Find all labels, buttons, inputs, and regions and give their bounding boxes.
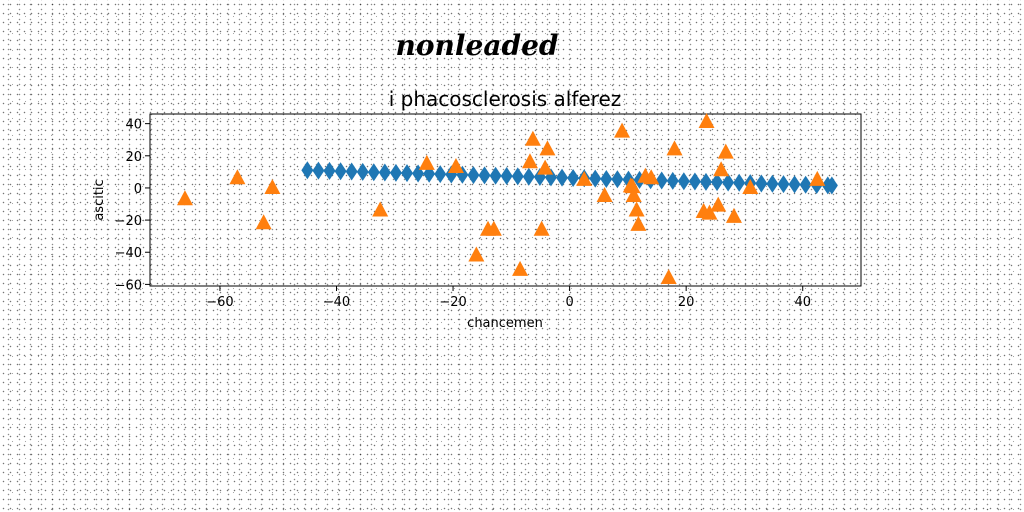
triangle-point bbox=[468, 246, 485, 262]
triangle-point bbox=[628, 201, 645, 217]
diamond-point bbox=[755, 174, 768, 193]
y-tick-label: 0 bbox=[134, 182, 142, 197]
diamond-point bbox=[401, 164, 414, 183]
triangle-point bbox=[625, 186, 642, 202]
diamond-point bbox=[489, 166, 502, 185]
triangle-point bbox=[614, 122, 631, 138]
triangle-point bbox=[447, 158, 464, 174]
x-tick-label: −60 bbox=[206, 295, 233, 310]
triangle-point bbox=[372, 201, 389, 217]
diamond-point bbox=[611, 170, 624, 189]
diamond-point bbox=[733, 173, 746, 192]
diamond-point bbox=[666, 171, 679, 190]
plot-area-frame bbox=[149, 113, 862, 287]
diamond-point bbox=[511, 167, 524, 186]
y-axis-ticks: 40 20 0 −20 −40 −60 bbox=[115, 118, 150, 293]
triangle-point bbox=[576, 170, 593, 186]
diamond-point bbox=[655, 171, 668, 190]
diamond-point bbox=[500, 167, 513, 186]
diamond-point bbox=[356, 162, 369, 181]
triangle-point bbox=[539, 140, 556, 156]
diamond-point bbox=[825, 176, 838, 195]
triangle-point bbox=[698, 113, 715, 129]
x-tick-label: −20 bbox=[439, 295, 466, 310]
diamond-point bbox=[567, 168, 580, 187]
chart-title: i phacosclerosis alferez bbox=[389, 87, 622, 111]
diamond-point bbox=[467, 166, 480, 185]
diamond-point bbox=[722, 173, 735, 192]
triangle-point bbox=[717, 143, 734, 159]
diamond-point bbox=[766, 174, 779, 193]
diamond-point bbox=[688, 172, 701, 191]
triangle-point bbox=[660, 268, 677, 284]
diamond-point bbox=[478, 166, 491, 185]
triangle-point bbox=[809, 170, 826, 186]
diamond-point bbox=[699, 172, 712, 191]
triangle-point bbox=[521, 153, 538, 169]
triangle-point bbox=[666, 140, 683, 156]
triangle-point bbox=[418, 154, 435, 170]
diamond-point bbox=[799, 175, 812, 194]
diamond-point bbox=[367, 163, 380, 182]
triangle-point bbox=[630, 215, 647, 231]
triangle-point bbox=[264, 178, 281, 194]
y-tick-label: −20 bbox=[115, 214, 142, 229]
diamond-point bbox=[522, 167, 535, 186]
diamond-point bbox=[677, 172, 690, 191]
diamond-point bbox=[777, 175, 790, 194]
diamond-point bbox=[389, 163, 402, 182]
y-axis-label: ascitic bbox=[92, 179, 107, 220]
chart-suptitle: nonleaded bbox=[396, 29, 559, 62]
diamond-point bbox=[788, 175, 801, 194]
diamond-point bbox=[589, 169, 602, 188]
triangle-point bbox=[176, 190, 193, 206]
triangle-point bbox=[533, 220, 550, 236]
triangle-point bbox=[596, 186, 613, 202]
x-axis-label: chancemen bbox=[467, 316, 543, 331]
x-tick-label: −40 bbox=[323, 295, 350, 310]
y-tick-label: 20 bbox=[125, 150, 142, 165]
triangle-point bbox=[624, 178, 641, 194]
diamond-point bbox=[345, 162, 358, 181]
diamond-point bbox=[312, 161, 325, 180]
data-markers bbox=[176, 113, 838, 284]
diamond-point bbox=[323, 161, 336, 180]
x-tick-label: 0 bbox=[565, 295, 573, 310]
diamond-point bbox=[378, 163, 391, 182]
diamond-point bbox=[600, 169, 613, 188]
diamond-point bbox=[334, 162, 347, 181]
triangle-point bbox=[255, 214, 272, 230]
diamond-point bbox=[301, 161, 314, 180]
triangle-point bbox=[742, 178, 759, 194]
x-axis-ticks: −60 −40 −20 0 20 40 bbox=[206, 286, 811, 310]
diamond-point bbox=[434, 165, 447, 184]
triangle-point bbox=[512, 260, 529, 276]
x-tick-label: 20 bbox=[678, 295, 695, 310]
y-tick-label: −40 bbox=[115, 246, 142, 261]
diamond-point bbox=[711, 173, 724, 192]
diamond-point bbox=[556, 168, 569, 187]
triangle-point bbox=[485, 220, 502, 236]
x-tick-label: 40 bbox=[794, 295, 811, 310]
triangle-point bbox=[229, 169, 246, 185]
triangle-point bbox=[713, 161, 730, 177]
y-tick-label: 40 bbox=[125, 118, 142, 133]
triangle-point bbox=[710, 196, 727, 212]
triangle-point bbox=[524, 130, 541, 146]
y-tick-label: −60 bbox=[115, 278, 142, 293]
triangle-point bbox=[701, 204, 718, 220]
triangle-point bbox=[643, 169, 660, 185]
triangle-point bbox=[725, 207, 742, 223]
triangle-point bbox=[537, 159, 554, 175]
